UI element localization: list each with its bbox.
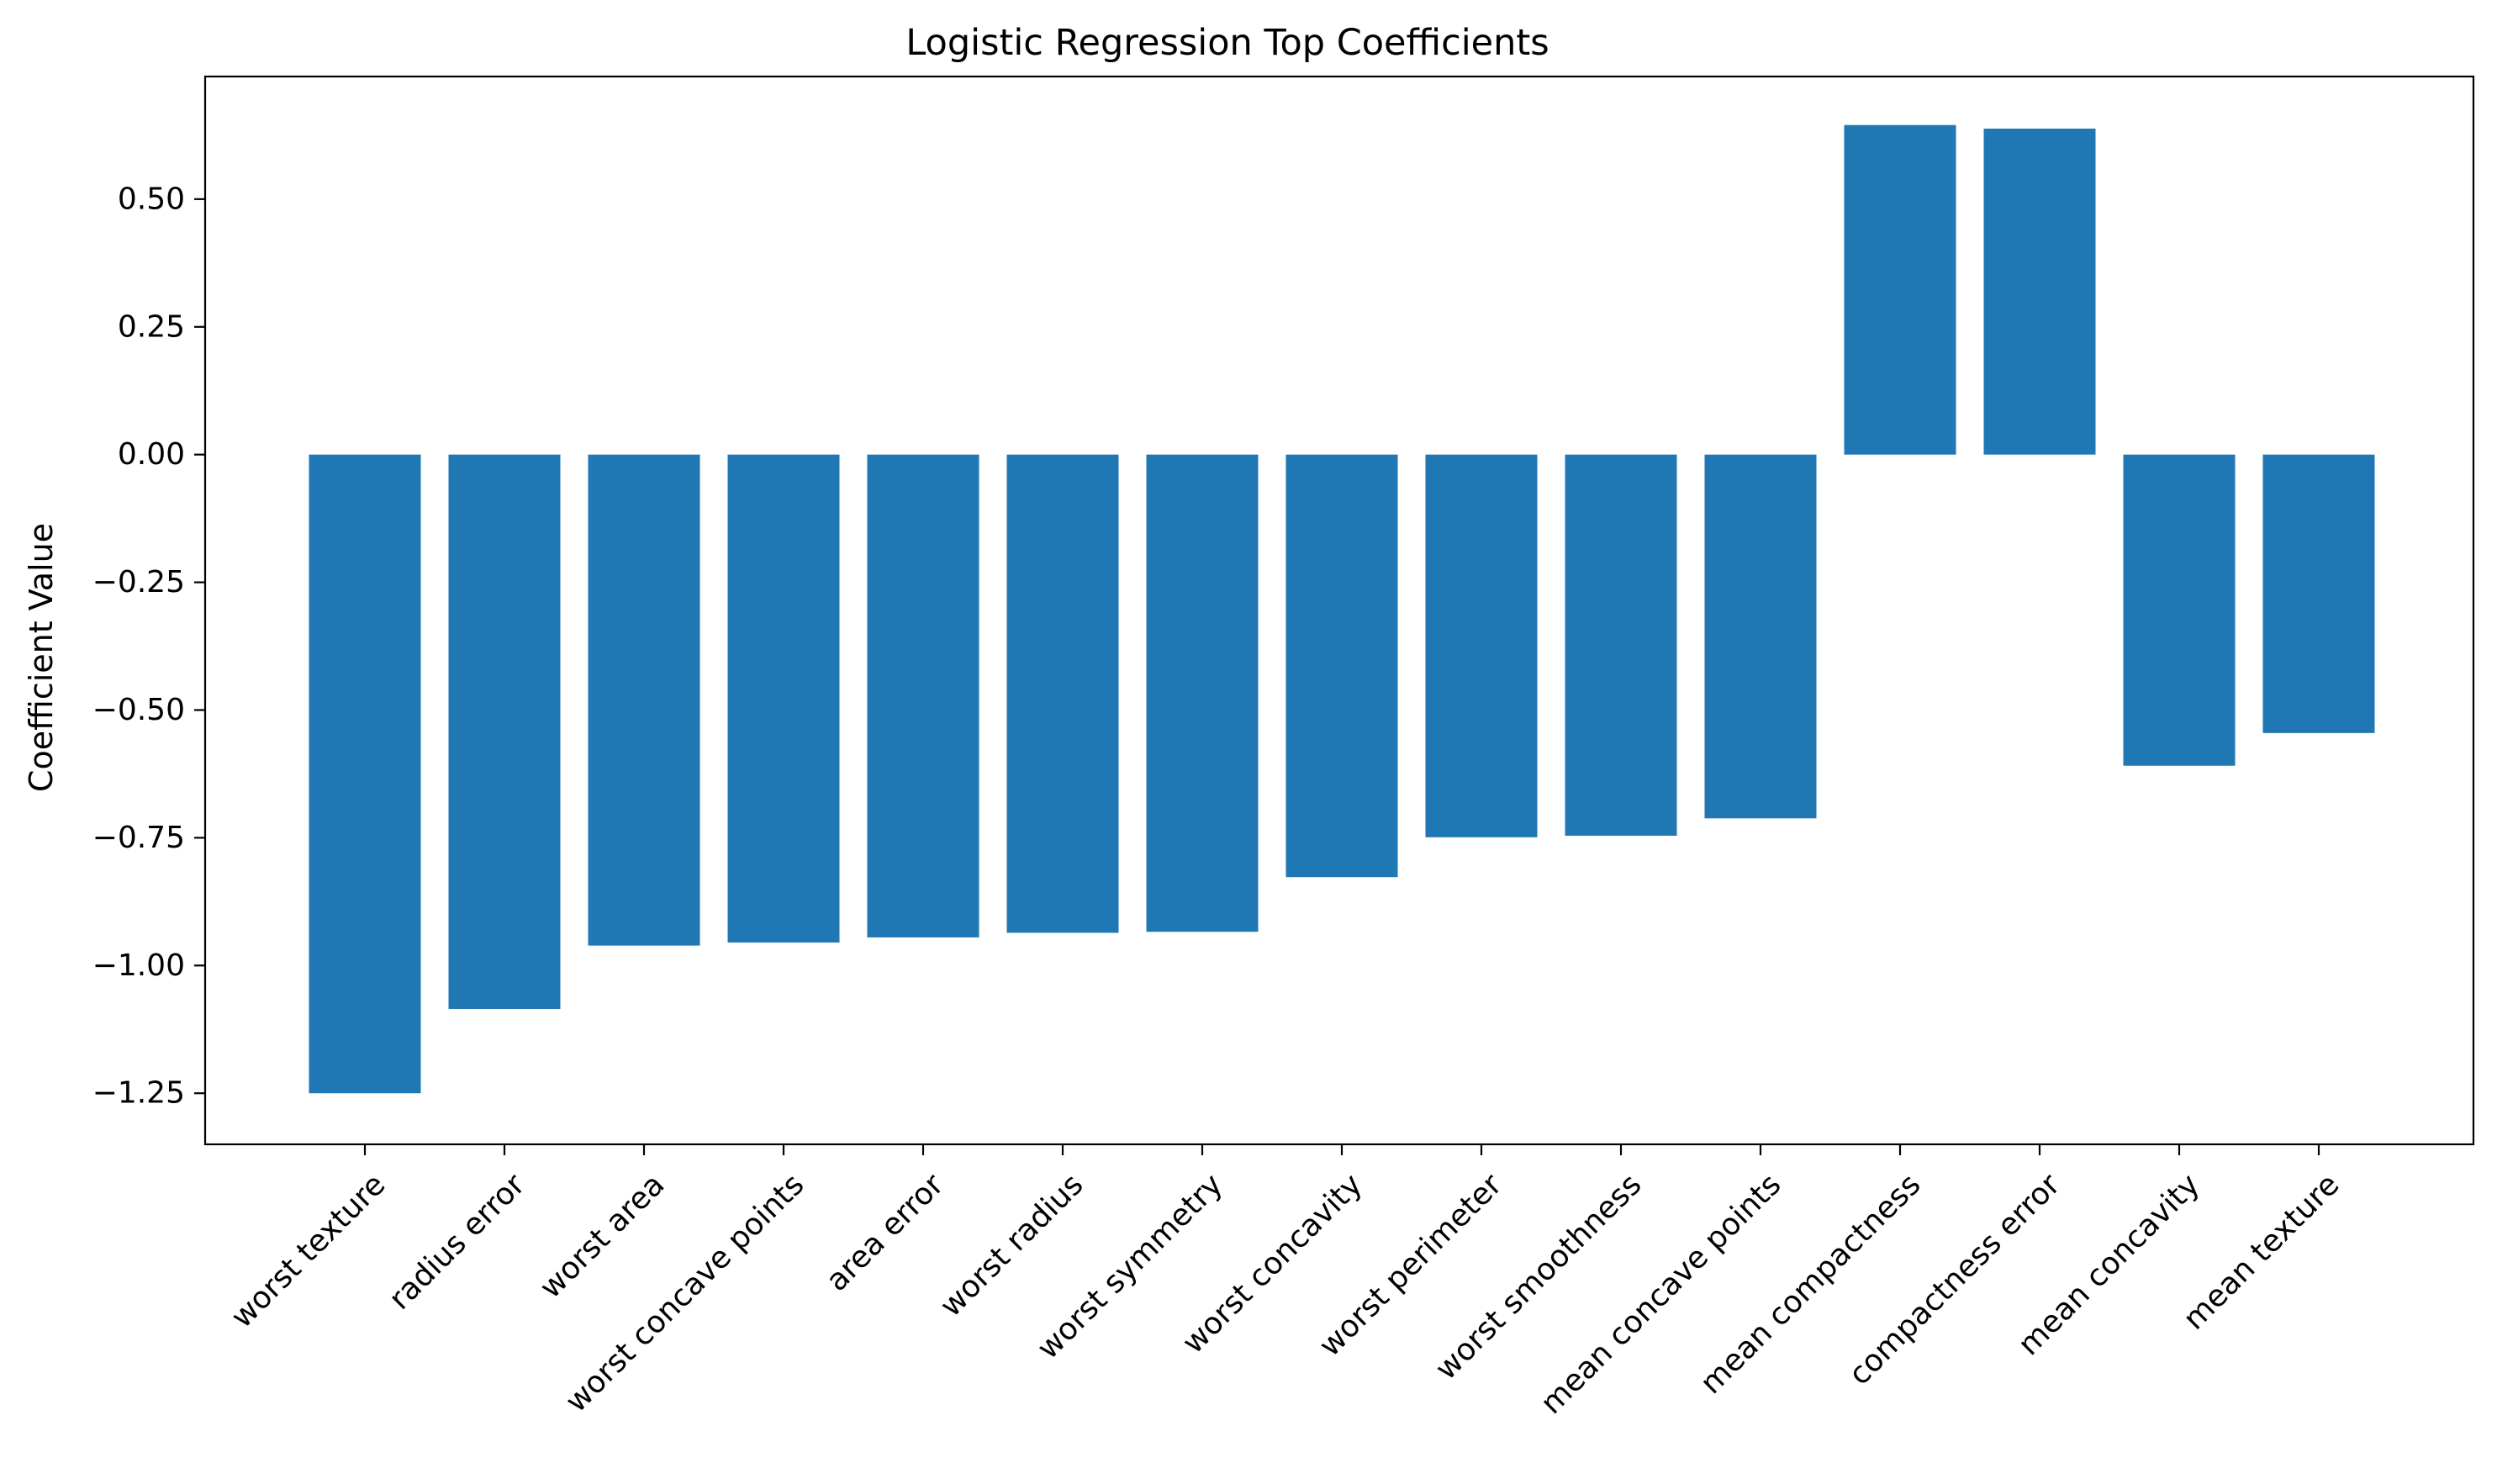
bar-mean-compactness xyxy=(1844,124,1956,455)
bar-mean-texture xyxy=(2262,454,2375,733)
x-tick-label: mean concave points xyxy=(1534,1167,1788,1421)
bar-worst-concave-points xyxy=(727,454,840,943)
y-tick-label: −1.25 xyxy=(92,1076,185,1111)
x-tick-label: worst radius xyxy=(934,1167,1090,1323)
y-tick-label: 0.50 xyxy=(118,182,185,216)
y-tick-label: −0.50 xyxy=(92,693,185,727)
x-tick-label: worst area xyxy=(534,1167,672,1305)
bar-mean-concavity xyxy=(2123,454,2236,766)
chart-title: Logistic Regression Top Coefficients xyxy=(905,22,1549,64)
bar-worst-symmetry xyxy=(1146,454,1259,932)
plot-frame xyxy=(203,75,2475,1146)
bar-area-error xyxy=(867,454,979,937)
y-tick-label: −0.75 xyxy=(92,821,185,855)
bar-worst-smoothness xyxy=(1565,454,1677,836)
bar-worst-perimeter xyxy=(1425,454,1538,837)
y-tick-label: 0.25 xyxy=(118,309,185,344)
bar-worst-texture xyxy=(309,454,421,1094)
bar-mean-concave-points xyxy=(1704,454,1817,819)
x-tick-label: worst texture xyxy=(224,1167,392,1334)
y-tick-label: 0.00 xyxy=(118,437,185,472)
y-tick-label: −1.00 xyxy=(92,948,185,983)
y-ticks-group: 0.50 0.25 0.00 −0.25 −0.50 −0.75 −1.00 −1.25 xyxy=(92,182,205,1111)
bars-group xyxy=(309,124,2375,1094)
bar-worst-area xyxy=(588,454,700,946)
y-axis-label: Coefficient Value xyxy=(23,523,60,792)
y-tick-label: −0.25 xyxy=(92,565,185,599)
bar-radius-error xyxy=(448,454,561,1009)
x-tick-label: worst concave points xyxy=(559,1167,810,1418)
x-tick-label: radius error xyxy=(383,1167,532,1317)
x-tick-label: area error xyxy=(820,1167,951,1298)
bar-worst-concavity xyxy=(1285,454,1398,878)
bar-compactness-error xyxy=(1983,128,2096,455)
bar-worst-radius xyxy=(1006,454,1119,933)
